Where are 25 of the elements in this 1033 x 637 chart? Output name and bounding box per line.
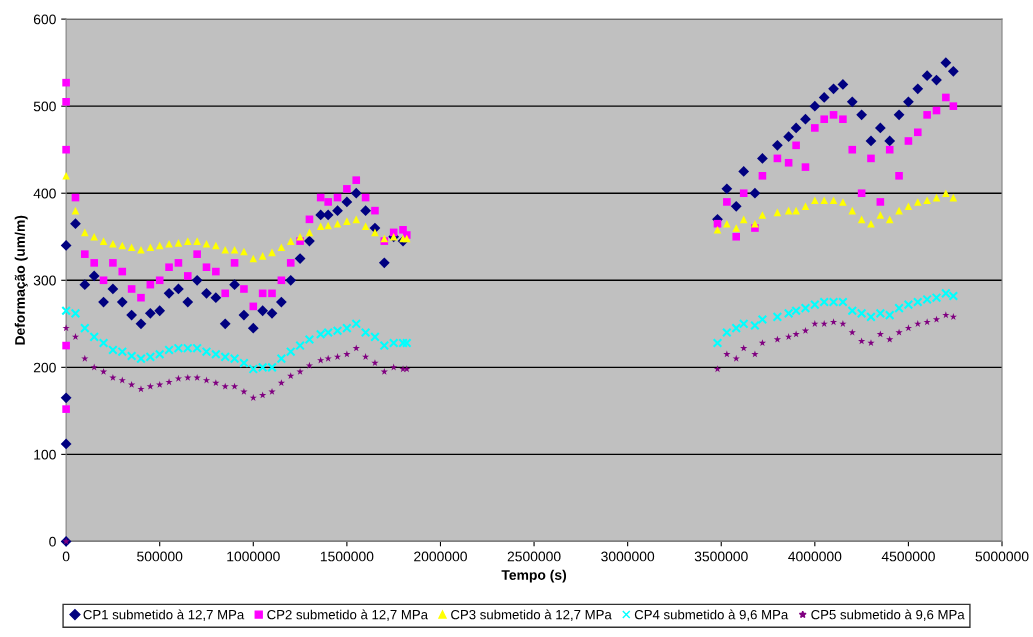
x-tick-label: 1500000 (320, 551, 374, 562)
legend-label: CP1 submetido à 12,7 MPa (83, 609, 245, 621)
y-tick-label: 300 (33, 275, 56, 286)
x-tick-label: 3000000 (601, 551, 655, 562)
x-axis-title: Tempo (s) (501, 569, 567, 583)
x-tick-label: 2500000 (507, 551, 561, 562)
y-tick-label: 400 (33, 188, 56, 199)
legend-label: CP3 submetido à 12,7 MPa (451, 609, 612, 621)
legend-label: CP4 submetido à 9,6 MPa (634, 609, 789, 621)
x-tick-label: 5000000 (975, 551, 1029, 562)
x-tick-label: 500000 (137, 551, 183, 562)
y-axis-title: Deformação (um/m) (14, 215, 28, 345)
y-tick-label: 500 (33, 101, 56, 112)
x-tick-label: 0 (62, 551, 70, 562)
y-tick-label: 0 (49, 536, 56, 547)
y-tick-label: 100 (34, 449, 56, 460)
legend-label: CP2 submetido à 12,7 MPa (267, 609, 428, 621)
legend-label: CP5 submetido à 9,6 MPa (811, 609, 965, 621)
y-tick-label: 200 (33, 362, 56, 373)
x-tick-label: 4000000 (788, 551, 842, 562)
x-tick-label: 3500000 (694, 551, 748, 562)
y-tick-label: 600 (33, 14, 56, 25)
x-tick-label: 4500000 (881, 551, 935, 562)
x-tick-label: 1000000 (227, 551, 280, 562)
x-tick-label: 2000000 (414, 551, 467, 562)
